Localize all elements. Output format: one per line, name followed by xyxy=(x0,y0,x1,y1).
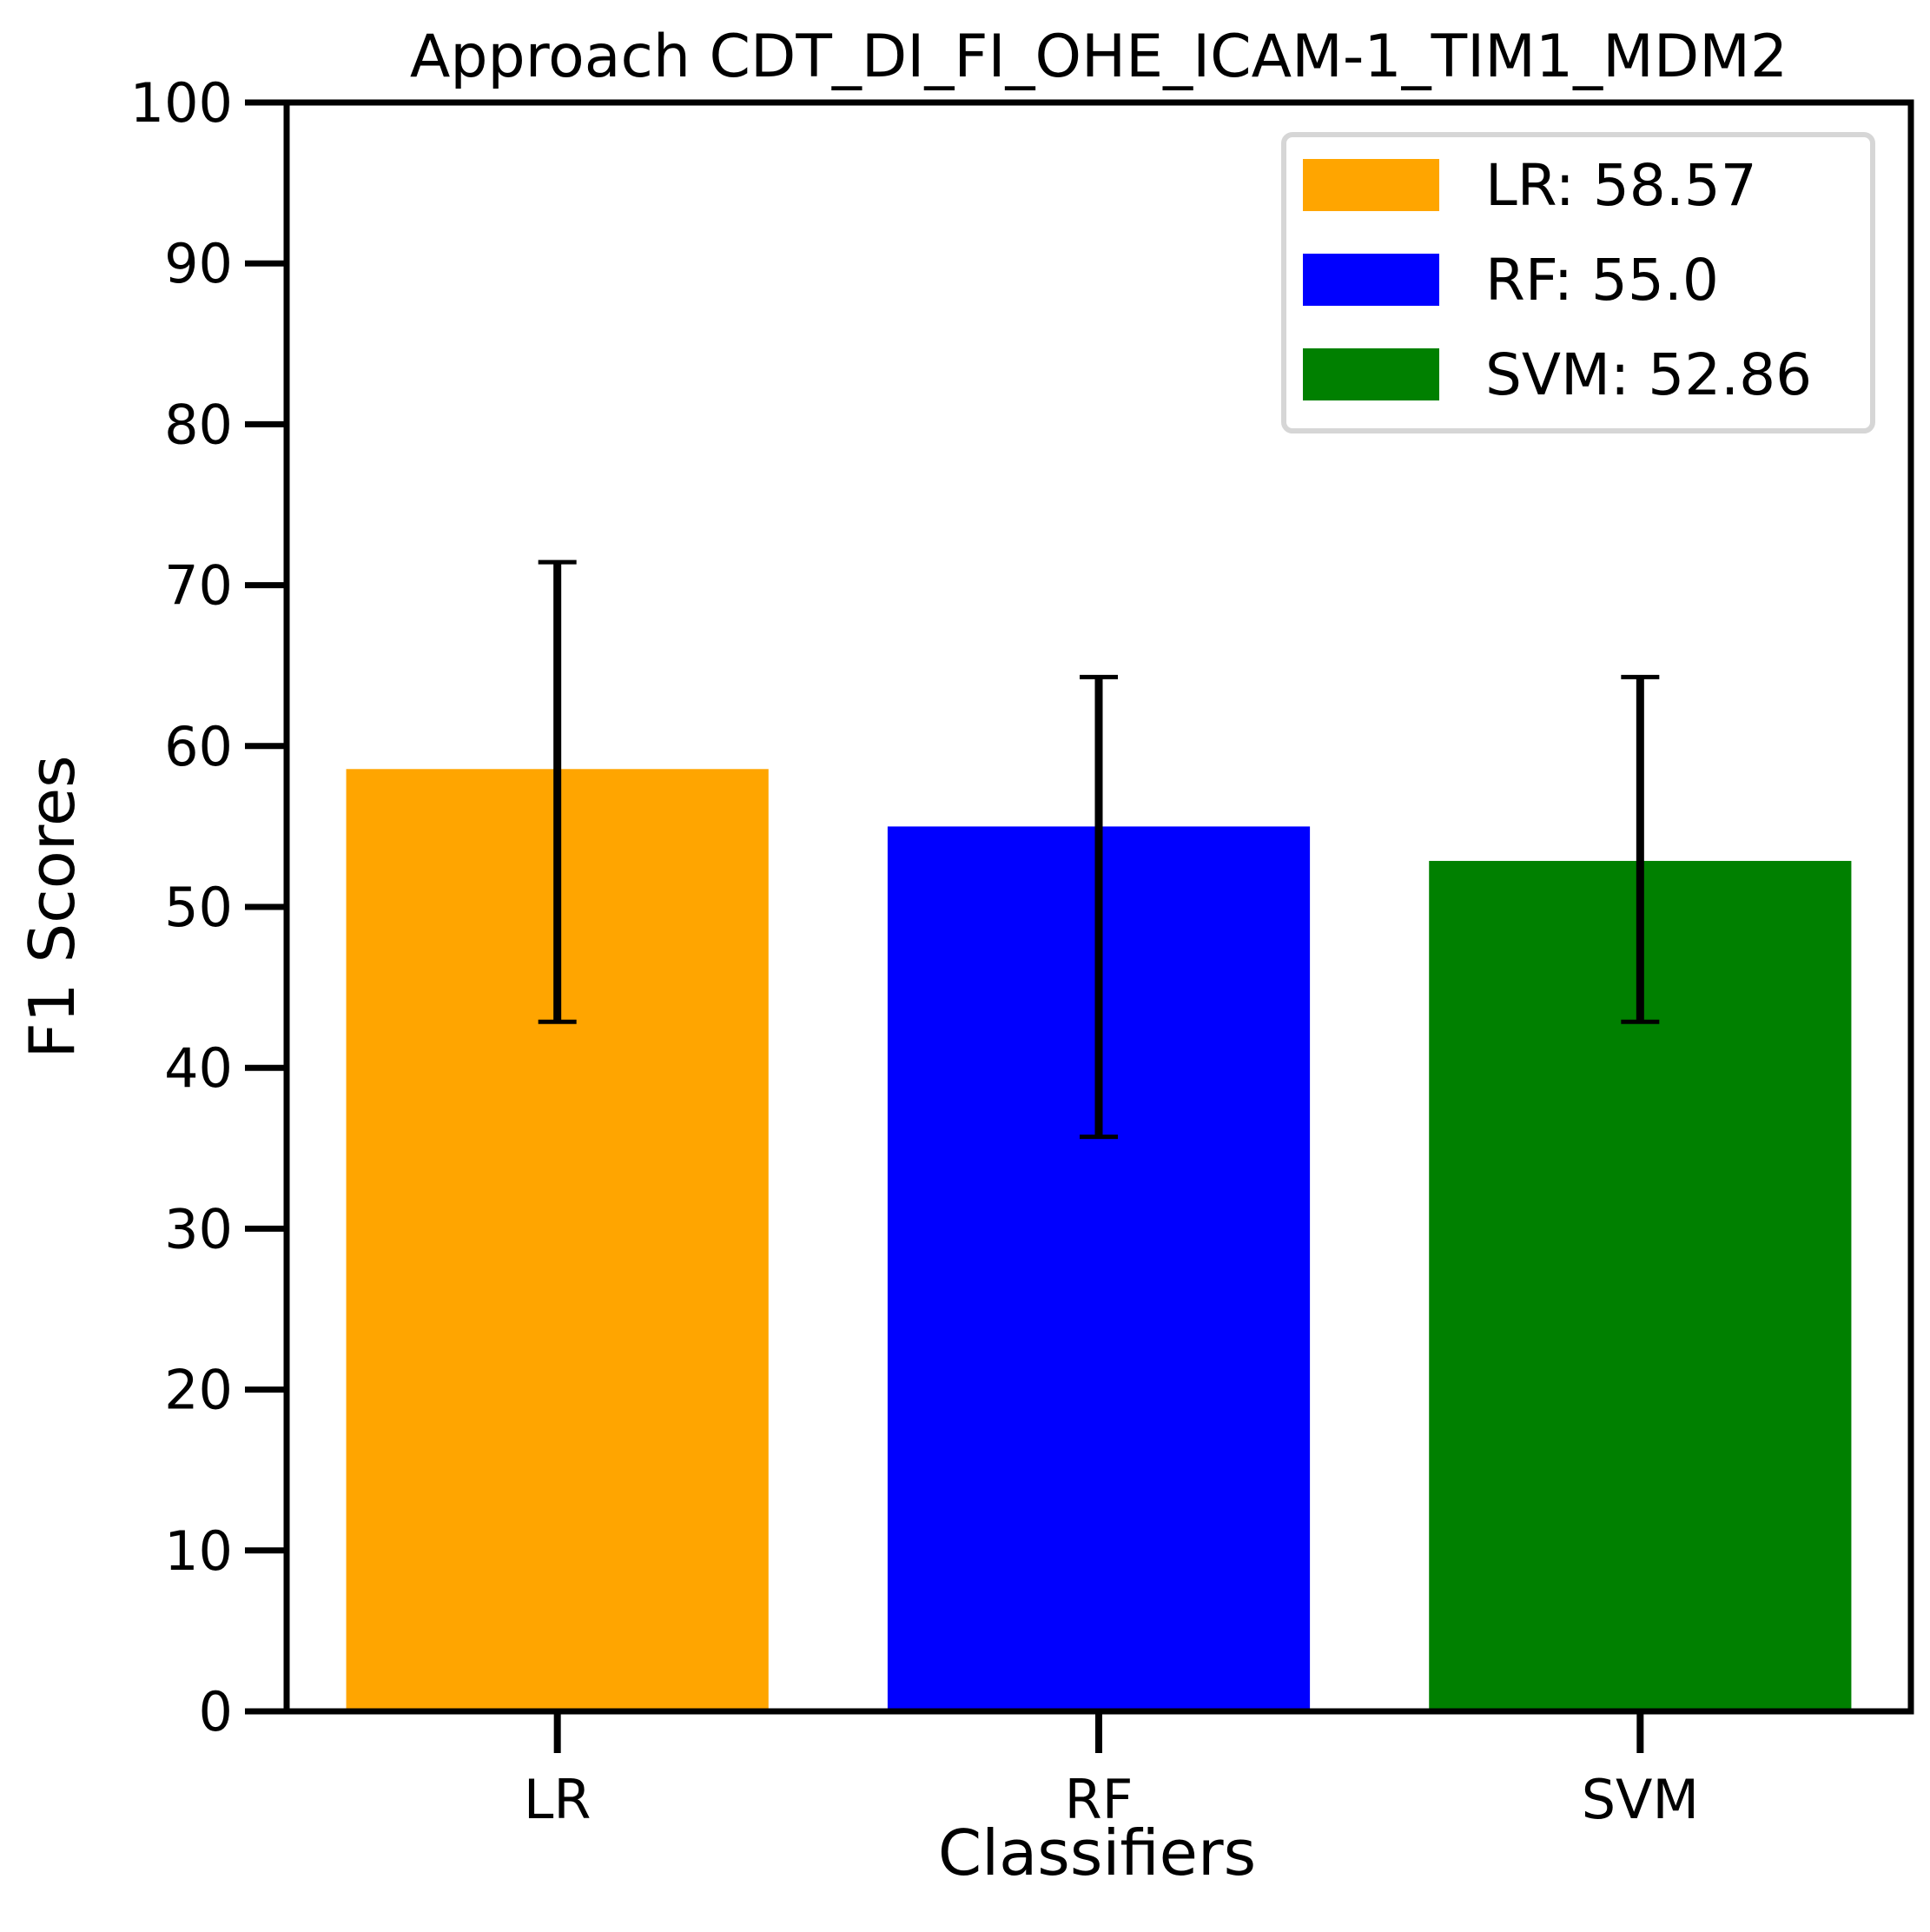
x-axis-label: Classifiers xyxy=(938,1816,1256,1889)
x-tick-label: LR xyxy=(524,1768,592,1831)
y-tick-label: 30 xyxy=(164,1197,233,1260)
y-tick-label: 0 xyxy=(199,1680,233,1743)
y-tick-label: 50 xyxy=(164,876,233,939)
legend-swatch-lr xyxy=(1303,159,1439,211)
legend-entry-lr: LR: 58.57 xyxy=(1485,152,1757,219)
y-tick-label: 10 xyxy=(164,1519,233,1583)
legend-swatch-rf xyxy=(1303,254,1439,306)
error-bars-group xyxy=(538,559,1660,1140)
error-bar-svm xyxy=(1621,674,1660,1024)
y-axis: 0 10 20 30 40 50 60 70 80 90 100 xyxy=(130,71,287,1743)
y-tick-label: 20 xyxy=(164,1359,233,1422)
legend-entry-svm: SVM: 52.86 xyxy=(1485,341,1812,408)
y-tick-label: 60 xyxy=(164,715,233,778)
y-tick-label: 80 xyxy=(164,393,233,456)
y-tick-label: 100 xyxy=(130,71,233,135)
plot-frame xyxy=(283,99,1914,1715)
y-tick-label: 70 xyxy=(164,554,233,618)
x-tick-label: SVM xyxy=(1582,1768,1699,1831)
y-axis-label: F1 Scores xyxy=(16,755,89,1058)
error-bar-lr xyxy=(538,559,577,1024)
y-tick-label: 40 xyxy=(164,1036,233,1100)
x-tick-label: RF xyxy=(1065,1768,1134,1831)
x-axis: LR RF SVM xyxy=(524,1711,1699,1831)
legend: LR: 58.57 RF: 55.0 SVM: 52.86 xyxy=(1281,132,1875,433)
legend-entry-rf: RF: 55.0 xyxy=(1485,247,1719,314)
error-bar-rf xyxy=(1080,674,1118,1140)
chart-title: Approach CDT_DI_FI_OHE_ICAM-1_TIM1_MDM2 xyxy=(410,23,1788,91)
legend-swatch-svm xyxy=(1303,348,1439,400)
y-tick-label: 90 xyxy=(164,232,233,295)
